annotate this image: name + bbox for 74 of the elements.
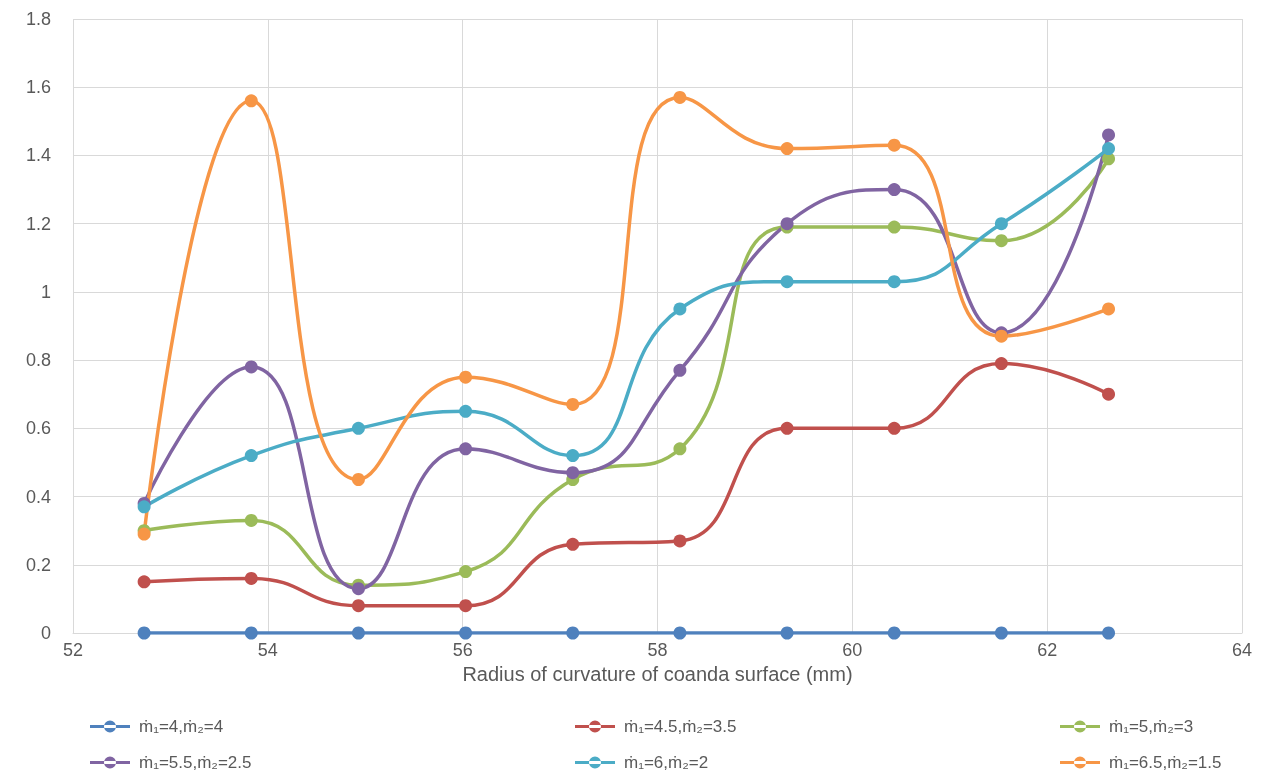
point <box>459 599 473 613</box>
x-tick-label: 62 <box>1037 640 1058 660</box>
x-tick-label: 56 <box>452 640 473 660</box>
point <box>351 626 365 640</box>
point <box>244 94 258 108</box>
point <box>1102 142 1116 156</box>
point <box>673 442 687 456</box>
y-tick-label: 0 <box>40 623 51 643</box>
point <box>780 142 794 156</box>
y-tick-label: 0.2 <box>25 554 51 575</box>
point <box>1102 387 1116 401</box>
y-tick-label: 0.6 <box>25 418 51 439</box>
point <box>137 575 151 589</box>
x-tick-label: 52 <box>62 640 84 660</box>
legend-label: ṁ₁=5.5,ṁ₂=2.5 <box>139 753 252 772</box>
legend-label: ṁ₁=4,ṁ₂=4 <box>139 717 224 736</box>
point <box>673 90 687 104</box>
point <box>244 513 258 527</box>
x-tick-label: 64 <box>1231 640 1253 660</box>
point <box>887 183 901 197</box>
point <box>351 473 365 486</box>
point <box>566 449 580 463</box>
point <box>459 404 473 418</box>
legend-label: ṁ₁=6,ṁ₂=2 <box>624 753 709 772</box>
x-tick-label: 58 <box>647 640 668 660</box>
point <box>994 357 1008 371</box>
point <box>351 421 365 435</box>
point <box>459 565 473 579</box>
point <box>566 626 580 640</box>
point <box>459 442 473 456</box>
y-tick-label: 1 <box>40 281 51 302</box>
x-axis-title: Radius of curvature of coanda surface (mm) <box>462 663 853 685</box>
y-tick-label: 1.2 <box>25 213 51 234</box>
point <box>673 626 687 640</box>
y-tick-label: 0.8 <box>25 350 51 371</box>
point <box>566 537 580 551</box>
point <box>351 599 365 613</box>
x-tick-label: 54 <box>257 640 278 660</box>
point <box>244 571 258 585</box>
point <box>137 626 151 640</box>
point <box>244 449 258 463</box>
legend-label: ṁ₁=5,ṁ₂=3 <box>1109 717 1194 736</box>
point <box>994 217 1008 231</box>
point <box>566 397 580 411</box>
point <box>459 626 473 640</box>
point <box>566 466 580 480</box>
point <box>994 626 1008 640</box>
point <box>887 421 901 435</box>
point <box>780 626 794 640</box>
point <box>887 138 901 152</box>
x-tick-label: 60 <box>842 640 863 660</box>
point <box>780 421 794 435</box>
legend-label: ṁ₁=4.5,ṁ₂=3.5 <box>624 717 737 736</box>
point <box>459 370 473 384</box>
point <box>673 534 687 548</box>
point <box>1102 302 1116 316</box>
y-tick-label: 1.6 <box>25 77 51 98</box>
point <box>887 626 901 640</box>
point <box>673 363 687 377</box>
y-tick-label: 1.8 <box>25 9 51 29</box>
point <box>887 220 901 234</box>
point <box>1102 626 1116 640</box>
point <box>137 500 151 514</box>
legend-label: ṁ₁=6.5,ṁ₂=1.5 <box>1109 753 1222 772</box>
point <box>1102 128 1116 142</box>
y-tick-label: 0.4 <box>25 486 51 507</box>
point <box>887 275 901 289</box>
point <box>244 360 258 374</box>
y-tick-label: 1.4 <box>25 145 51 166</box>
point <box>994 234 1008 248</box>
point <box>673 302 687 316</box>
point <box>351 582 365 596</box>
point <box>780 275 794 289</box>
point <box>244 626 258 640</box>
